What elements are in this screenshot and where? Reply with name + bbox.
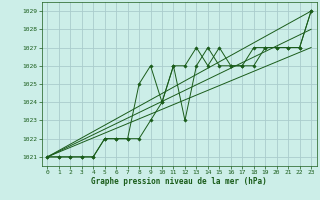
X-axis label: Graphe pression niveau de la mer (hPa): Graphe pression niveau de la mer (hPa) <box>91 177 267 186</box>
